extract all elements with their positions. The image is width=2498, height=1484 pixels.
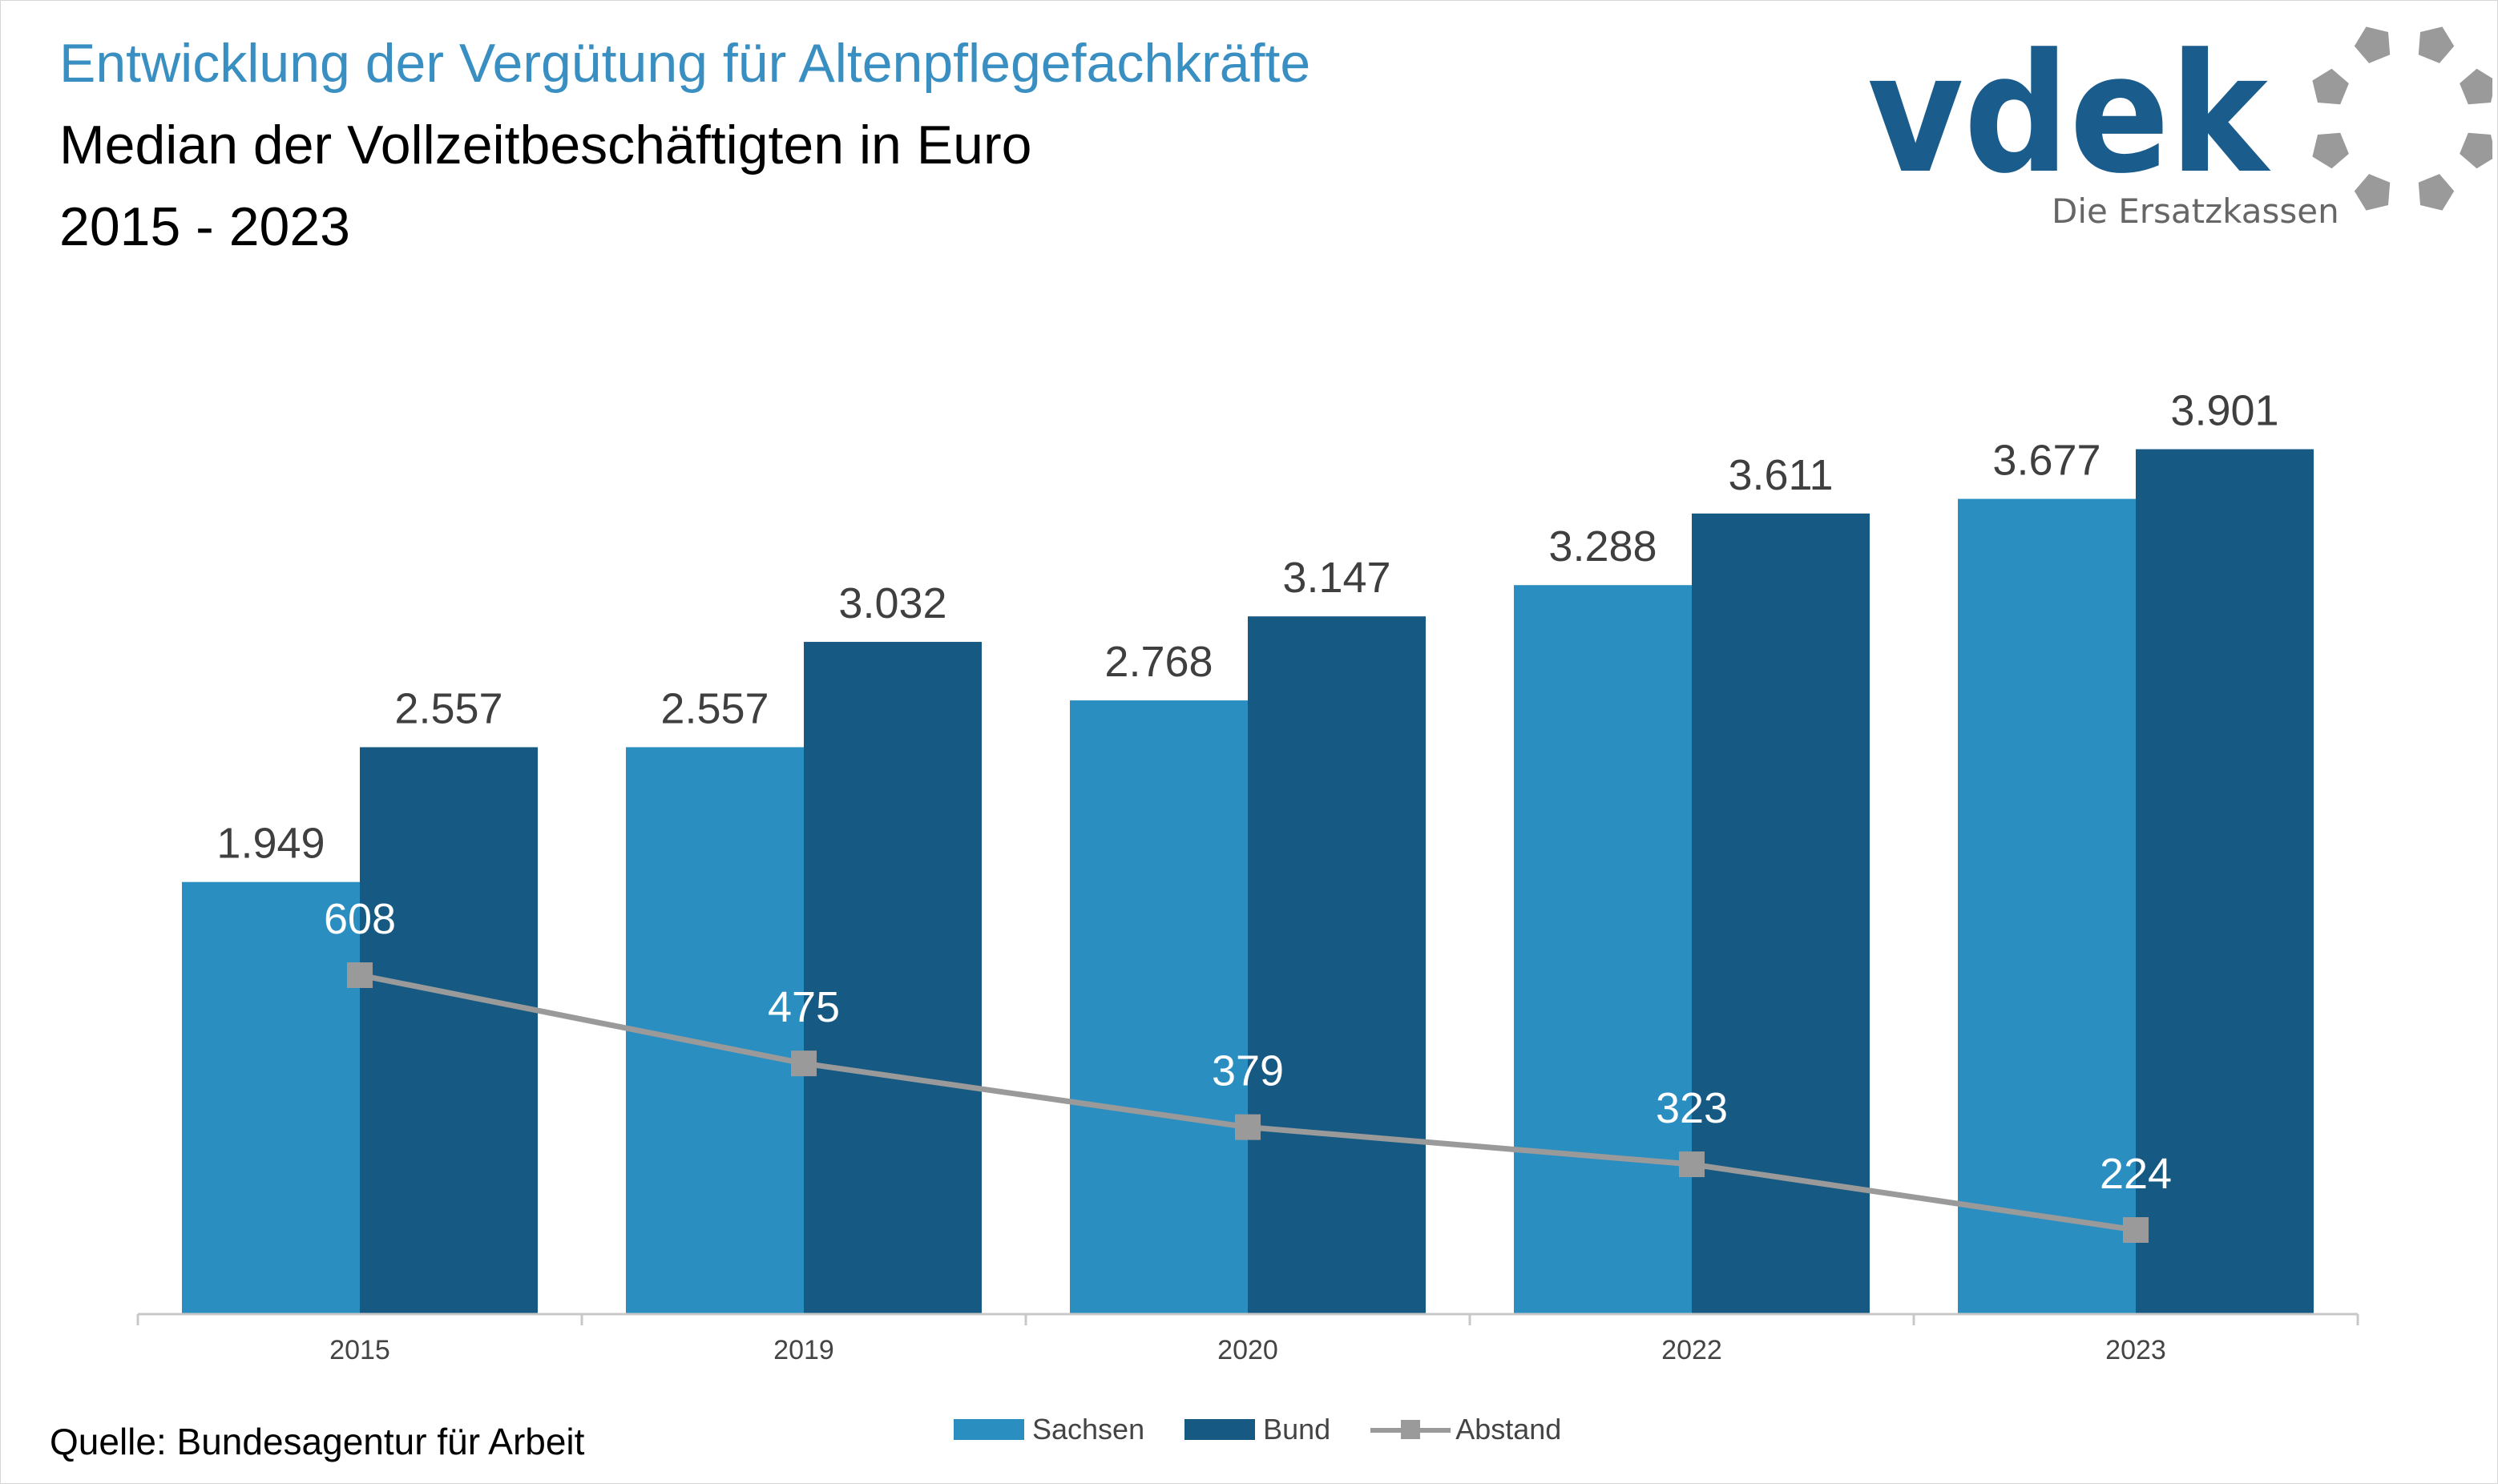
legend-swatch-bund (1184, 1419, 1256, 1440)
data-label-bund-2020: 3.147 (1282, 554, 1390, 602)
abstand-marker-2019 (791, 1050, 817, 1077)
chart-title: Entwicklung der Vergütung für Altenpfleg… (59, 33, 1311, 94)
x-tick-label-2015: 2015 (329, 1335, 390, 1365)
logo-ring-icon (2312, 26, 2492, 211)
logo-wordmark: vdek (1867, 22, 2271, 210)
data-label-bund-2019: 3.032 (838, 579, 946, 627)
abstand-marker-2020 (1235, 1114, 1261, 1140)
x-tick-label-2023: 2023 (2105, 1335, 2166, 1365)
data-labels-layer: 1.949 2.557 2.557 3.032 2.768 3.147 3.288 3.611… (216, 387, 2278, 1198)
bar-sachsen-2019 (626, 747, 804, 1314)
bar-sachsen-2020 (1070, 700, 1248, 1314)
bar-bund-2022 (1692, 513, 1870, 1314)
abstand-line-layer (347, 962, 2149, 1243)
data-label-sachsen-2019: 2.557 (660, 684, 769, 732)
data-label-abstand-2015: 608 (324, 895, 396, 943)
legend-label-bund: Bund (1263, 1413, 1331, 1446)
bar-sachsen-2022 (1514, 585, 1692, 1314)
x-tick-label-2020: 2020 (1217, 1335, 1278, 1365)
data-label-sachsen-2020: 2.768 (1104, 638, 1213, 686)
chart-period: 2015 - 2023 (59, 196, 350, 257)
data-label-bund-2022: 3.611 (1728, 451, 1833, 499)
bar-bund-2015 (360, 747, 538, 1314)
logo-ring-segment (2312, 132, 2349, 169)
vdek-logo: vdek Die Ersatzkassen (1867, 22, 2492, 231)
data-label-abstand-2023: 224 (2100, 1150, 2172, 1198)
data-label-bund-2015: 2.557 (394, 684, 502, 732)
legend-item-bund: Bund (1184, 1413, 1330, 1446)
bar-sachsen-2023 (1958, 498, 2136, 1314)
chart-subtitle: Median der Vollzeitbeschäftigten in Euro (59, 115, 1032, 175)
logo-ring-segment (2354, 26, 2391, 63)
data-label-bund-2023: 3.901 (2170, 387, 2278, 435)
x-axis: 2015 2019 2020 2022 2023 (136, 1313, 2359, 1365)
data-label-sachsen-2015: 1.949 (216, 820, 325, 868)
x-tick-label-2019: 2019 (773, 1335, 834, 1365)
logo-ring-segment (2418, 174, 2455, 211)
logo-ring-segment (2312, 68, 2349, 105)
data-label-abstand-2020: 379 (1212, 1047, 1284, 1095)
bar-bund-2020 (1248, 616, 1426, 1314)
legend-item-sachsen: Sachsen (954, 1413, 1144, 1446)
data-label-abstand-2022: 323 (1656, 1084, 1728, 1132)
abstand-marker-2015 (347, 962, 373, 988)
source-note: Quelle: Bundesagentur für Arbeit (50, 1421, 585, 1462)
bars-layer (182, 449, 2314, 1315)
logo-tagline: Die Ersatzkassen (2052, 192, 2339, 231)
legend-swatch-abstand (1370, 1419, 1451, 1440)
logo-ring-segment (2460, 68, 2492, 105)
legend-swatch-sachsen (954, 1419, 1024, 1440)
data-label-sachsen-2022: 3.288 (1548, 522, 1657, 571)
logo-ring-segment (2354, 174, 2391, 211)
bar-bund-2019 (804, 642, 982, 1314)
bar-bund-2023 (2136, 449, 2314, 1315)
data-label-abstand-2019: 475 (768, 983, 840, 1031)
legend-label-sachsen: Sachsen (1032, 1413, 1145, 1446)
x-tick-label-2022: 2022 (1661, 1335, 1722, 1365)
abstand-marker-2023 (2123, 1217, 2149, 1243)
legend: Sachsen Bund Abstand (954, 1412, 1601, 1447)
logo-ring-segment (2460, 132, 2492, 169)
logo-ring-segment (2418, 26, 2455, 63)
data-label-sachsen-2023: 3.677 (1992, 437, 2100, 485)
bar-sachsen-2015 (182, 881, 360, 1314)
legend-label-abstand: Abstand (1455, 1413, 1562, 1446)
abstand-marker-2022 (1679, 1151, 1705, 1178)
legend-item-abstand: Abstand (1370, 1413, 1561, 1446)
